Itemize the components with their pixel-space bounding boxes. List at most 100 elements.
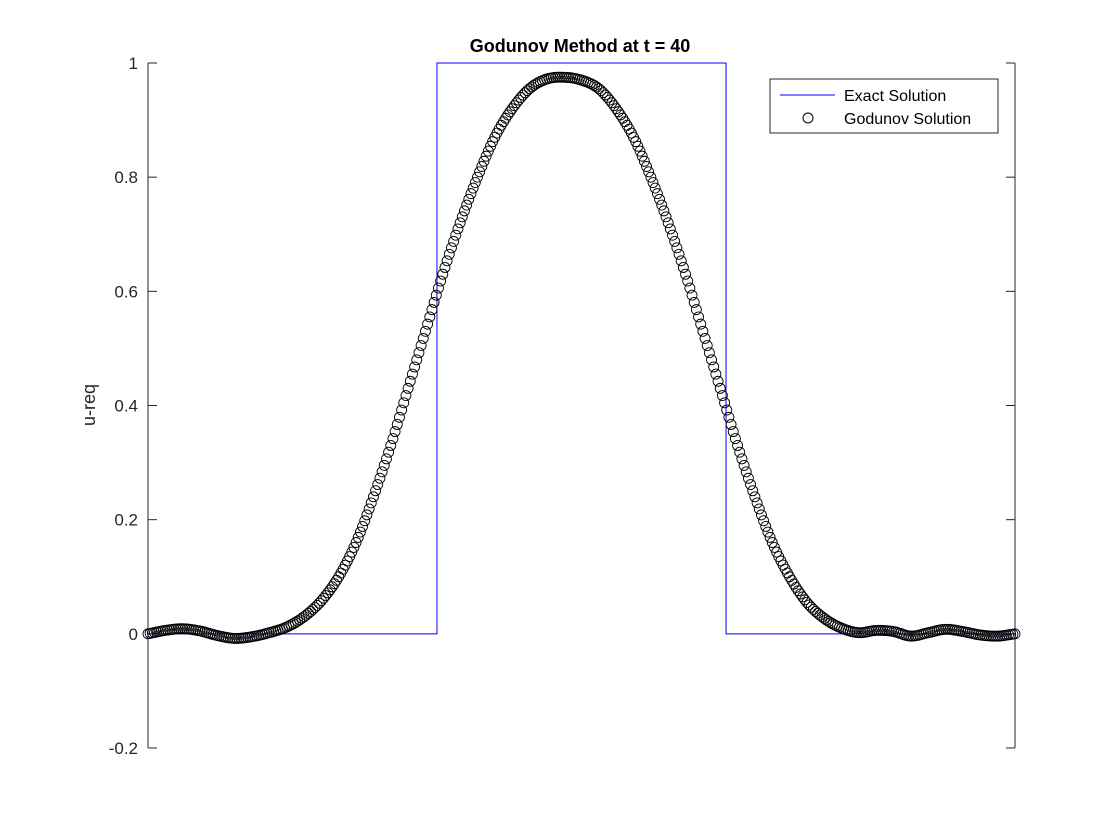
godunov-marker <box>701 340 713 352</box>
godunov-marker <box>463 193 475 205</box>
godunov-marker <box>482 145 494 157</box>
godunov-marker <box>719 397 731 409</box>
godunov-marker <box>426 304 438 316</box>
godunov-marker <box>667 229 678 241</box>
godunov-marker <box>768 541 780 553</box>
godunov-marker <box>797 591 809 603</box>
godunov-marker <box>504 106 516 118</box>
godunov-marker <box>456 211 468 223</box>
godunov-marker <box>671 242 683 254</box>
godunov-marker <box>688 296 700 308</box>
godunov-marker <box>760 521 772 532</box>
godunov-marker <box>604 94 616 106</box>
godunov-marker <box>391 419 403 430</box>
godunov-marker <box>372 479 384 490</box>
godunov-marker <box>725 419 737 430</box>
godunov-marker <box>387 433 399 445</box>
godunov-marker <box>324 584 336 596</box>
legend-godunov-swatch <box>802 112 814 124</box>
godunov-marker <box>792 585 804 597</box>
godunov-marker <box>409 361 421 373</box>
godunov-marker <box>378 459 390 471</box>
godunov-marker <box>376 466 388 478</box>
godunov-marker <box>467 182 479 194</box>
exact-solution-series <box>148 62 1015 635</box>
legend-exact-label: Exact Solution <box>844 88 946 105</box>
godunov-marker <box>680 268 691 280</box>
godunov-marker <box>446 242 457 254</box>
godunov-marker <box>380 453 392 465</box>
godunov-marker <box>320 590 332 601</box>
axes: -0.2 0 0.2 0.4 0.6 0.8 1 <box>109 54 1016 758</box>
godunov-marker <box>716 390 728 401</box>
godunov-marker <box>508 100 520 112</box>
godunov-marker <box>506 103 518 115</box>
godunov-marker <box>610 103 622 115</box>
godunov-marker <box>747 485 759 497</box>
godunov-marker <box>677 262 689 273</box>
godunov-marker <box>365 497 377 509</box>
godunov-marker <box>359 515 371 527</box>
godunov-marker <box>448 235 460 247</box>
godunov-marker <box>732 440 744 451</box>
godunov-marker <box>762 526 774 538</box>
godunov-marker <box>480 150 492 162</box>
godunov-marker <box>357 521 369 532</box>
godunov-marker <box>411 354 423 366</box>
y-tick-label: 1 <box>129 54 138 73</box>
legend: Exact Solution Godunov Solution <box>769 78 999 134</box>
legend-godunov-label: Godunov Solution <box>844 111 971 128</box>
godunov-marker <box>454 217 466 229</box>
legend-box <box>769 78 999 134</box>
godunov-marker <box>350 537 362 548</box>
godunov-marker <box>472 171 483 183</box>
godunov-marker <box>638 155 650 167</box>
godunov-marker <box>363 503 375 515</box>
godunov-marker <box>690 304 702 316</box>
chart-title: Godunov Method at t = 40 <box>470 36 691 56</box>
godunov-marker <box>658 205 670 217</box>
godunov-marker <box>703 347 715 359</box>
y-axis-label: u-req <box>79 384 99 426</box>
godunov-marker <box>422 318 434 330</box>
godunov-marker <box>402 382 414 394</box>
godunov-marker <box>643 166 655 178</box>
godunov-marker <box>435 275 447 287</box>
godunov-marker <box>712 375 724 387</box>
godunov-marker <box>354 526 366 538</box>
godunov-marker <box>727 426 739 438</box>
godunov-marker <box>302 607 314 619</box>
exact-solution-line <box>148 62 1015 635</box>
y-tick-label: -0.2 <box>109 739 138 758</box>
godunov-marker <box>424 311 436 323</box>
godunov-marker <box>708 361 720 373</box>
godunov-marker <box>348 541 360 553</box>
godunov-marker <box>940 623 952 635</box>
godunov-marker <box>794 588 806 600</box>
godunov-marker <box>673 248 685 260</box>
godunov-marker <box>651 188 663 200</box>
godunov-marker <box>669 235 681 247</box>
godunov-marker <box>461 199 473 211</box>
godunov-marker <box>398 397 410 409</box>
godunov-marker <box>682 275 694 287</box>
godunov-marker <box>645 171 657 183</box>
godunov-marker <box>636 150 648 162</box>
godunov-marker <box>393 411 405 423</box>
godunov-marker <box>465 188 477 200</box>
godunov-marker <box>452 223 464 235</box>
godunov-marker <box>634 145 646 157</box>
godunov-marker <box>305 606 317 617</box>
godunov-marker <box>810 605 822 617</box>
godunov-marker <box>443 248 455 260</box>
godunov-marker <box>432 282 444 294</box>
godunov-marker <box>751 497 763 509</box>
godunov-marker <box>699 332 711 344</box>
godunov-marker <box>686 289 698 301</box>
godunov-marker <box>404 375 416 387</box>
godunov-marker <box>469 177 481 189</box>
godunov-marker <box>697 325 709 337</box>
godunov-marker <box>729 433 741 445</box>
